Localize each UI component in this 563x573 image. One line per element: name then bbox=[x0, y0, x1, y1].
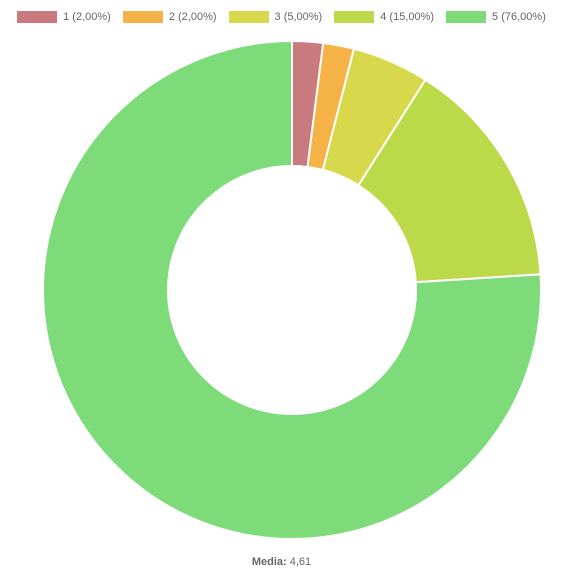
legend-item-4[interactable]: 4 (15,00%) bbox=[334, 11, 434, 23]
doughnut-slice-4[interactable] bbox=[357, 78, 542, 284]
legend-label: 4 (15,00%) bbox=[380, 11, 435, 23]
chart-footer: Media: 4,61 bbox=[0, 556, 563, 568]
legend-item-1[interactable]: 1 (2,00%) bbox=[17, 11, 111, 23]
legend-swatch bbox=[17, 11, 58, 23]
legend-label: 5 (76,00%) bbox=[492, 11, 546, 23]
doughnut-slice-5[interactable] bbox=[42, 39, 542, 540]
legend-label: 3 (5,00%) bbox=[274, 11, 323, 23]
chart-legend: 1 (2,00%) 2 (2,00%) 3 (5,00%) 4 (15,00%) 5 (… bbox=[0, 0, 563, 34]
legend-item-5[interactable]: 5 (76,00%) bbox=[446, 11, 546, 23]
legend-swatch bbox=[122, 11, 163, 23]
legend-swatch bbox=[446, 11, 487, 23]
legend-label: 2 (2,00%) bbox=[168, 11, 217, 23]
legend-swatch bbox=[334, 11, 375, 23]
legend-item-2[interactable]: 2 (2,00%) bbox=[122, 11, 217, 23]
mean-label: Media: bbox=[251, 556, 287, 568]
legend-swatch bbox=[228, 11, 269, 23]
legend-item-3[interactable]: 3 (5,00%) bbox=[228, 11, 323, 23]
legend-label: 1 (2,00%) bbox=[63, 11, 111, 23]
mean-value: 4,61 bbox=[289, 556, 312, 568]
